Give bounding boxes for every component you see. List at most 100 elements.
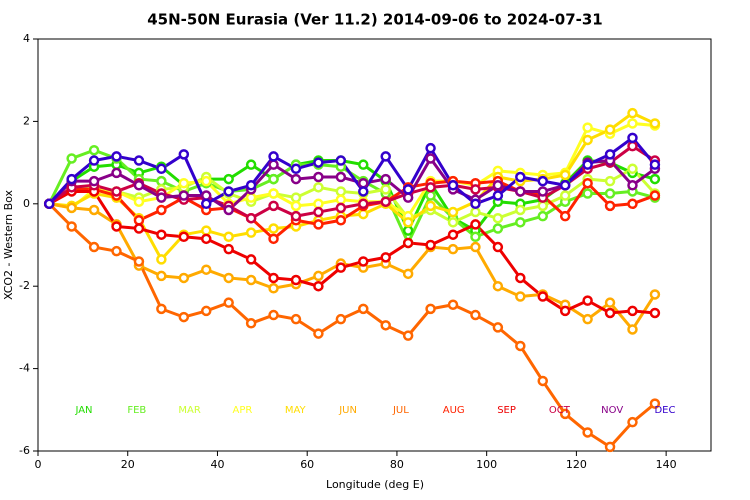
data-point <box>492 212 504 224</box>
data-point <box>133 196 145 207</box>
data-point <box>133 256 145 267</box>
data-point <box>133 155 145 166</box>
data-point <box>358 208 369 220</box>
x-tick-label: 0 <box>35 458 42 471</box>
series-line <box>48 155 656 212</box>
y-tick-label: -4 <box>19 362 30 375</box>
data-point <box>268 173 279 185</box>
data-point <box>313 198 324 210</box>
data-point <box>537 291 548 302</box>
data-point <box>178 231 190 243</box>
data-point <box>223 231 234 243</box>
data-point <box>156 192 167 203</box>
data-point <box>268 283 279 294</box>
data-point <box>627 416 638 428</box>
data-point <box>492 241 504 253</box>
data-point <box>335 186 347 197</box>
data-point <box>447 217 459 228</box>
data-point <box>559 180 571 191</box>
data-point <box>604 441 616 453</box>
data-point <box>268 309 279 321</box>
data-point <box>604 307 616 319</box>
data-point <box>268 159 279 170</box>
data-point <box>358 198 369 210</box>
series-line <box>48 166 657 225</box>
data-point <box>649 289 661 300</box>
data-point <box>178 311 190 323</box>
data-point <box>88 175 100 187</box>
data-point <box>313 219 324 230</box>
data-point <box>380 151 391 162</box>
data-point <box>268 188 279 199</box>
y-tick-label: -2 <box>19 279 30 292</box>
data-point <box>111 151 122 162</box>
data-point <box>425 182 436 193</box>
y-tick-label: -6 <box>19 444 30 457</box>
series-line <box>48 135 657 206</box>
data-point <box>88 144 100 156</box>
data-point <box>290 313 302 325</box>
data-point <box>402 184 414 195</box>
x-tick-label: 60 <box>300 458 314 471</box>
data-point <box>425 190 436 201</box>
data-point <box>156 204 167 216</box>
data-point <box>447 229 459 240</box>
data-point <box>313 280 324 292</box>
data-point <box>447 180 459 191</box>
legend-label: JUN <box>338 405 357 416</box>
data-point <box>649 398 661 409</box>
data-point <box>358 159 369 170</box>
data-point <box>492 180 504 191</box>
data-point <box>156 175 167 187</box>
data-point <box>559 305 571 317</box>
data-point <box>88 204 100 216</box>
data-point <box>470 241 481 253</box>
data-point <box>268 223 279 234</box>
data-point <box>313 206 324 218</box>
data-point <box>223 173 234 185</box>
data-point <box>201 198 212 210</box>
data-point <box>313 270 324 282</box>
data-point <box>178 190 190 201</box>
y-axis-label: XCO2 - Western Box <box>2 189 15 300</box>
data-point <box>335 194 347 205</box>
data-point <box>627 132 638 144</box>
data-point <box>268 151 279 162</box>
legend-label: JAN <box>74 405 92 416</box>
data-point <box>492 280 504 292</box>
x-tick-label: 80 <box>390 458 404 471</box>
data-point <box>380 252 391 263</box>
data-point <box>156 270 167 282</box>
data-point <box>402 330 414 341</box>
x-tick-label: 20 <box>121 458 135 471</box>
data-point <box>313 157 324 168</box>
data-point <box>425 153 436 164</box>
data-point <box>515 291 526 302</box>
data-point <box>627 180 638 191</box>
data-point <box>470 198 481 210</box>
data-point <box>447 299 459 310</box>
data-point <box>582 134 593 146</box>
data-point <box>537 210 548 222</box>
data-point <box>111 221 122 232</box>
data-point <box>66 221 77 232</box>
data-point <box>627 163 638 175</box>
series-line <box>48 121 656 219</box>
y-tick-label: 4 <box>23 32 30 45</box>
data-point <box>290 192 302 203</box>
series-line <box>48 202 656 449</box>
data-point <box>268 233 279 245</box>
data-point <box>604 149 616 160</box>
data-point <box>402 268 414 280</box>
data-point <box>156 229 167 240</box>
data-point <box>627 324 638 335</box>
data-point <box>402 225 414 236</box>
legend-label: APR <box>233 405 253 416</box>
data-point <box>649 190 661 201</box>
x-tick-label: 120 <box>566 458 587 471</box>
data-point <box>268 200 279 212</box>
data-point <box>447 243 459 255</box>
legend-label: SEP <box>497 405 516 416</box>
data-point <box>627 305 638 317</box>
data-point <box>492 190 504 201</box>
